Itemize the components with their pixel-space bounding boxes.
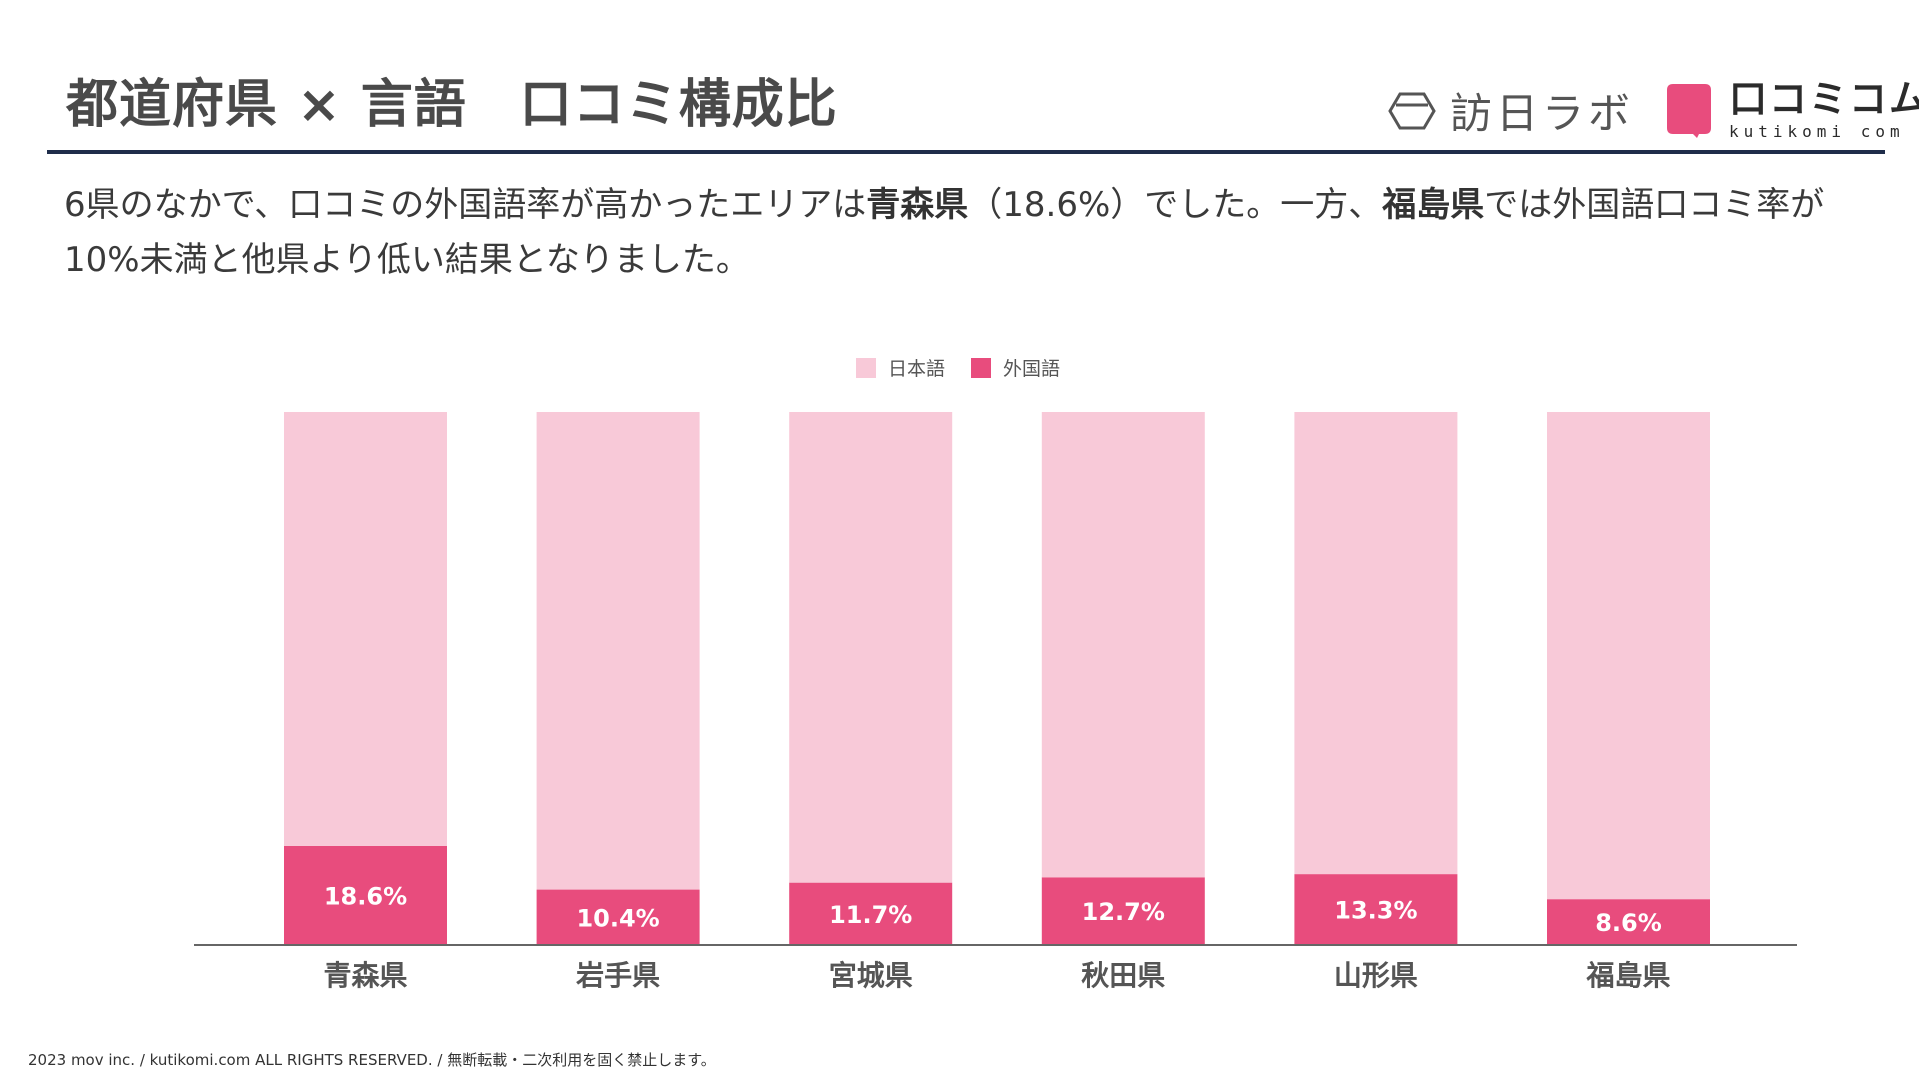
bar-japanese-3: [789, 412, 953, 883]
x-tick-label-2: 岩手県: [575, 959, 660, 992]
bar-foreign-2: [536, 889, 700, 945]
houjin-labo-logo: 訪日ラボ: [1388, 80, 1634, 141]
legend-label-foreign: 外国語: [1003, 358, 1061, 380]
legend-swatch-foreign: [971, 357, 992, 378]
bar-japanese-2: [536, 412, 700, 890]
bar-foreign-6: [1547, 899, 1710, 945]
kutikomi-name-jp: 口コミコム: [1729, 77, 1919, 121]
bar-foreign-4: [1041, 877, 1205, 945]
hexagon-logo-icon: [1388, 92, 1436, 129]
bar-foreign-5: [1294, 874, 1458, 945]
page-title: 都道府県 × 言語 口コミ構成比: [66, 75, 838, 135]
legend-swatch-japanese: [856, 357, 876, 378]
x-tick-label-4: 秋田県: [1081, 959, 1165, 992]
legend-item-foreign: 外国語: [971, 354, 1060, 381]
summary-highlight-aomori: 青森県: [866, 185, 969, 225]
stacked-bar-chart: 18.6% 青森県 10.4% 岩手県 11.7% 宮城県 12.7% 秋田県 13.3% 山形県…: [194, 412, 1797, 992]
x-tick-label-3: 宮城県: [829, 959, 913, 992]
x-tick-label-5: 山形県: [1334, 959, 1418, 992]
chart-legend: 日本語 外国語: [856, 354, 1060, 381]
summary-part-2: （18.6%）でした。一方、: [968, 185, 1383, 225]
bar-foreign-3: [789, 882, 953, 945]
copyright-footer: 2023 mov inc. / kutikomi.com ALL RIGHTS …: [28, 1051, 716, 1069]
summary-part-1: 6県のなかで、口コミの外国語率が高かったエリアは: [64, 185, 867, 225]
bar-japanese-5: [1294, 412, 1458, 875]
legend-item-japanese: 日本語: [856, 354, 945, 381]
data-label-foreign-2: 10.4%: [576, 904, 659, 932]
summary-text: 6県のなかで、口コミの外国語率が高かったエリアは青森県（18.6%）でした。一方…: [64, 178, 1864, 288]
data-label-foreign-4: 12.7%: [1082, 898, 1165, 926]
bar-japanese-6: [1547, 412, 1710, 900]
houjin-labo-name: 訪日ラボ: [1450, 89, 1635, 138]
data-label-foreign-5: 13.3%: [1334, 897, 1417, 925]
data-label-foreign-3: 11.7%: [829, 901, 912, 929]
title-divider: [47, 150, 1885, 154]
data-label-foreign-1: 18.6%: [324, 882, 407, 910]
summary-part-3: では外国語口コミ率が10%未満と他県より低い結果となりました。: [64, 185, 1825, 280]
legend-label-japanese: 日本語: [888, 358, 946, 380]
kutikomi-name-en: kutikomi com: [1729, 122, 1905, 141]
x-tick-label-6: 福島県: [1585, 959, 1670, 992]
kutikomi-logo: 口コミコム kutikomi com: [1665, 80, 1919, 140]
bar-foreign-1: [284, 845, 447, 945]
x-tick-label-1: 青森県: [323, 959, 407, 992]
speech-bubble-logo-icon: [1667, 84, 1711, 138]
bar-japanese-4: [1041, 412, 1205, 878]
data-label-foreign-6: 8.6%: [1595, 909, 1662, 937]
bar-japanese-1: [284, 412, 447, 846]
summary-highlight-fukushima: 福島県: [1382, 185, 1485, 225]
